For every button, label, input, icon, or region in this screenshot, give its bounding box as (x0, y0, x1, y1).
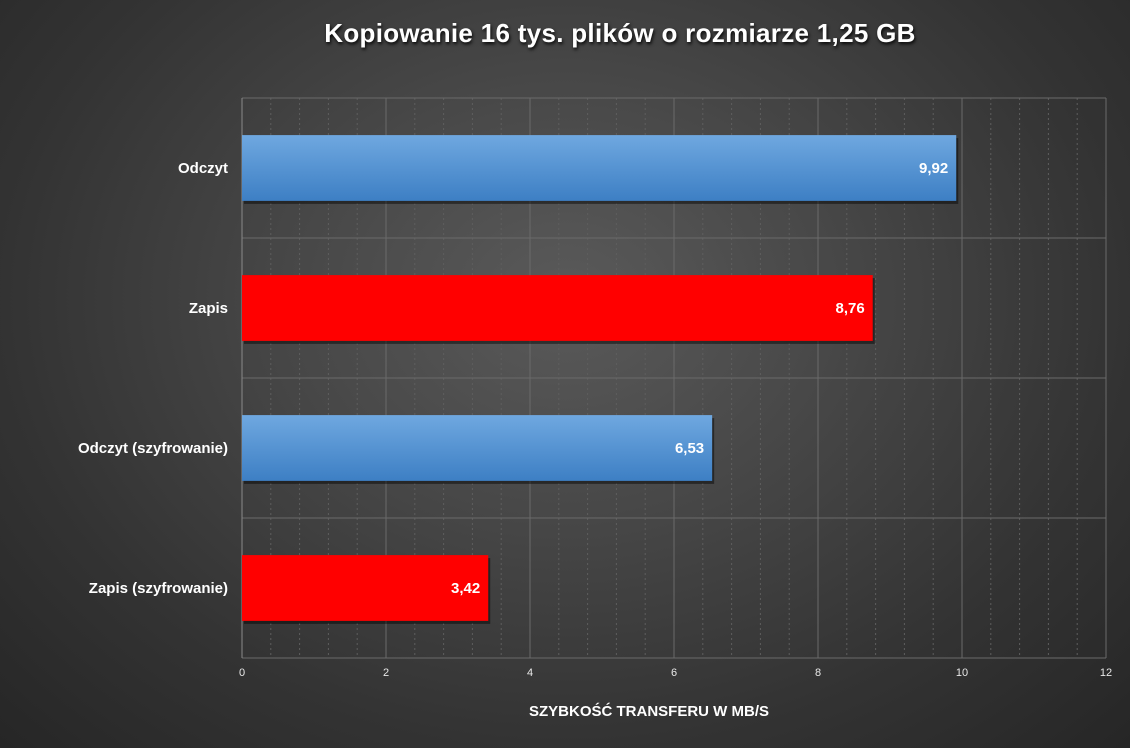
category-label: Zapis (szyfrowanie) (89, 580, 228, 597)
category-label: Odczyt (szyfrowanie) (78, 440, 228, 457)
x-tick-label: 2 (383, 667, 389, 679)
bar-1 (242, 135, 957, 201)
value-label: 8,76 (836, 300, 865, 317)
x-axis-title: SZYBKOŚĆ TRANSFERU W MB/S (529, 702, 769, 720)
x-tick-label: 12 (1100, 667, 1112, 679)
category-label: Odczyt (178, 160, 228, 177)
bars (242, 135, 959, 624)
labels: 9,92 Odczyt 8,76 Zapis 6,53 Odczyt (szyfrowan… (78, 160, 1112, 679)
bar-3 (242, 415, 713, 481)
category-label: Zapis (189, 300, 228, 317)
x-tick-label: 8 (815, 667, 821, 679)
value-label: 3,42 (451, 580, 480, 597)
x-tick-label: 0 (239, 667, 245, 679)
chart-title: Kopiowanie 16 tys. plików o rozmiarze 1,… (324, 18, 916, 48)
value-label: 6,53 (675, 440, 704, 457)
x-tick-label: 10 (956, 667, 968, 679)
x-tick-label: 4 (527, 667, 533, 679)
bar-2 (242, 275, 873, 341)
value-label: 9,92 (919, 160, 948, 177)
x-tick-label: 6 (671, 667, 677, 679)
bar-4 (242, 555, 489, 621)
